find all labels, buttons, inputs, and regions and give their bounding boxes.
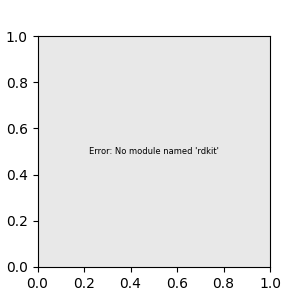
Text: Error: No module named 'rdkit': Error: No module named 'rdkit': [89, 147, 219, 156]
